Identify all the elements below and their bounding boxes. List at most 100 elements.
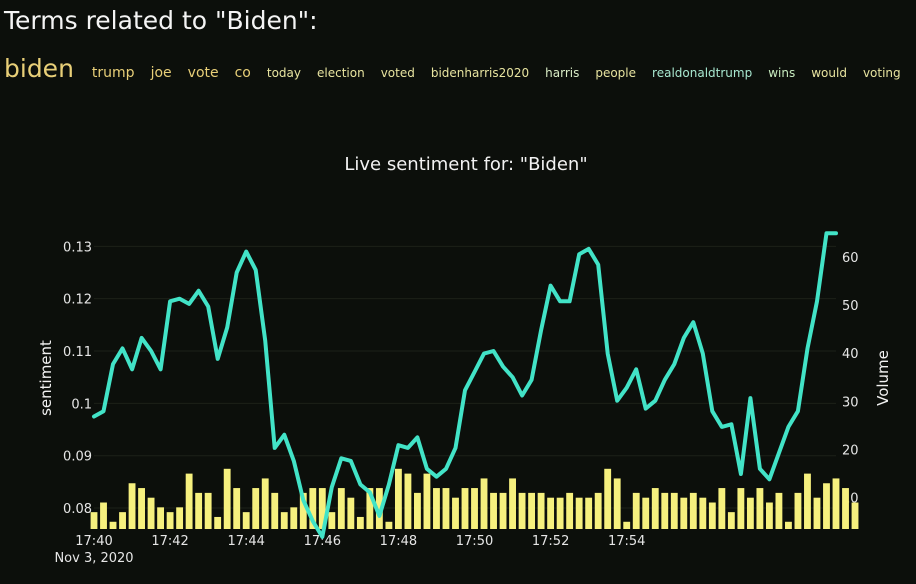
- volume-bar: [718, 488, 726, 529]
- volume-bar: [594, 492, 602, 529]
- volume-bar: [204, 492, 212, 529]
- related-terms-list: biden trump joe vote co today election voted bid…: [4, 56, 916, 88]
- volume-bar: [414, 492, 421, 529]
- volume-bar: [490, 492, 497, 529]
- y-tick-label: 0.09: [63, 450, 92, 465]
- volume-bar: [556, 497, 564, 529]
- term-biden[interactable]: biden: [4, 54, 74, 83]
- y2-axis-label: Volume: [874, 350, 892, 406]
- volume-bar: [509, 478, 516, 529]
- y-axis-label: sentiment: [37, 340, 55, 416]
- term-election[interactable]: election: [317, 66, 365, 80]
- term-harris[interactable]: harris: [545, 66, 580, 80]
- volume-bar: [746, 497, 754, 529]
- term-bidenharris2020[interactable]: bidenharris2020: [430, 66, 530, 80]
- volume-bar: [518, 492, 526, 529]
- volume-bar: [480, 478, 488, 529]
- y2-tick-label: 30: [842, 395, 859, 410]
- volume-bar: [547, 497, 555, 529]
- volume-bar: [661, 492, 669, 529]
- term-vote[interactable]: vote: [187, 65, 219, 81]
- volume-bar: [832, 478, 840, 529]
- x-tick-label: 17:42: [151, 534, 188, 549]
- volume-bar: [356, 516, 364, 529]
- x-tick-label: 17:52: [532, 534, 569, 549]
- volume-bar: [299, 492, 307, 529]
- volume-bar: [394, 468, 402, 529]
- y2-tick-label: 40: [842, 347, 859, 362]
- term-today[interactable]: today: [266, 66, 301, 80]
- volume-bar: [623, 521, 631, 529]
- volume-bar: [119, 512, 126, 529]
- volume-bar: [566, 492, 574, 529]
- term-would[interactable]: would: [811, 66, 847, 80]
- x-date-label: Nov 3, 2020: [54, 551, 133, 566]
- sentiment-line: [92, 231, 838, 539]
- term-voted[interactable]: voted: [380, 66, 415, 80]
- volume-bar: [585, 497, 593, 529]
- volume-bar: [233, 488, 241, 529]
- term-trump[interactable]: trump: [91, 65, 135, 81]
- y-tick-label: 0.13: [63, 240, 92, 255]
- volume-bar: [680, 497, 688, 529]
- term-wins[interactable]: wins: [768, 66, 796, 80]
- volume-bar: [347, 497, 355, 529]
- volume-bar: [223, 468, 231, 529]
- volume-bar: [375, 488, 383, 529]
- volume-bar: [109, 521, 117, 529]
- y-tick-label: 0.11: [63, 345, 92, 360]
- volume-bar: [423, 473, 431, 529]
- x-tick-label: 17:40: [75, 534, 112, 549]
- volume-bar: [471, 488, 478, 529]
- y-tick-label: 0.1: [71, 397, 92, 412]
- volume-bar: [813, 497, 821, 529]
- volume-bar: [804, 473, 811, 529]
- term-voting[interactable]: voting: [862, 66, 901, 80]
- volume-bar: [366, 488, 374, 529]
- x-tick-label: 17:44: [227, 534, 264, 549]
- volume-bar: [756, 488, 764, 529]
- term-joe[interactable]: joe: [150, 65, 172, 81]
- y2-tick-label: 20: [842, 444, 859, 459]
- volume-bar: [452, 497, 459, 529]
- volume-bar: [128, 483, 136, 529]
- volume-bar: [337, 488, 345, 529]
- term-people[interactable]: people: [595, 66, 637, 80]
- volume-bar: [385, 521, 393, 529]
- y-tick-label: 0.12: [63, 293, 92, 308]
- term-co[interactable]: co: [234, 65, 251, 81]
- volume-bar: [823, 483, 830, 529]
- volume-bar: [433, 488, 440, 529]
- volume-bar: [575, 497, 583, 529]
- volume-bar: [699, 497, 707, 529]
- volume-bar: [765, 502, 773, 529]
- volume-bar: [851, 502, 859, 529]
- volume-bar: [670, 492, 678, 529]
- y2-tick-label: 60: [842, 251, 859, 266]
- y-tick-label: 0.08: [63, 502, 92, 517]
- volume-bar: [290, 507, 298, 529]
- x-tick-label: 17:50: [456, 534, 493, 549]
- volume-bar: [537, 492, 545, 529]
- volume-bar: [651, 488, 659, 529]
- x-tick-label: 17:54: [608, 534, 645, 549]
- volume-bar: [100, 502, 107, 529]
- volume-bar: [404, 473, 412, 529]
- volume-bar: [195, 492, 203, 529]
- volume-bar: [176, 507, 184, 529]
- volume-bar: [214, 516, 222, 529]
- volume-bar: [147, 497, 155, 529]
- volume-bar: [166, 512, 174, 529]
- term-realdonaldtrump[interactable]: realdonaldtrump: [652, 66, 753, 80]
- volume-bar: [138, 488, 145, 529]
- volume-bar: [785, 521, 792, 529]
- volume-bar: [157, 507, 165, 529]
- volume-bar: [528, 492, 536, 529]
- volume-bar: [689, 492, 697, 529]
- volume-bar: [642, 497, 650, 529]
- volume-bar: [252, 488, 260, 529]
- volume-bar: [271, 492, 279, 529]
- volume-bar: [280, 512, 288, 529]
- volume-bar: [242, 512, 250, 529]
